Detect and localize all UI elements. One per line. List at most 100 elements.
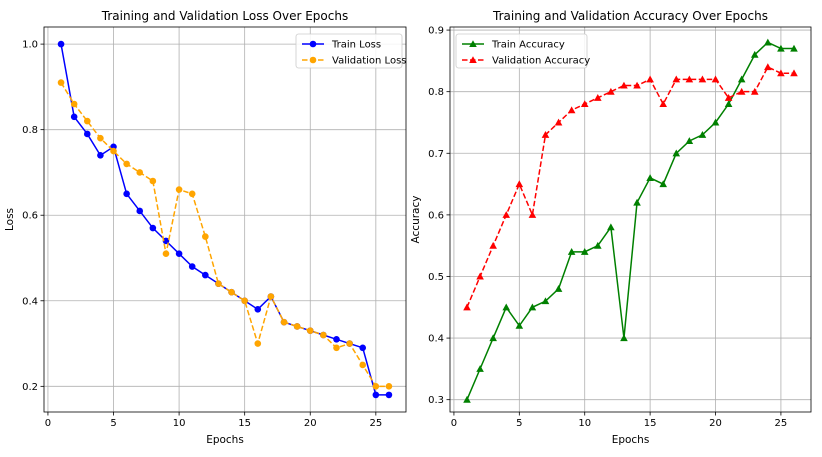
- data-point: [267, 293, 275, 300]
- data-point: [580, 100, 589, 108]
- data-point: [202, 271, 209, 279]
- data-point: [528, 211, 537, 218]
- data-point: [646, 174, 654, 181]
- y-tick-label: 0.4: [22, 296, 38, 307]
- data-point: [607, 87, 615, 95]
- data-point: [698, 131, 707, 138]
- data-point: [97, 134, 104, 142]
- data-point: [188, 190, 196, 198]
- data-point: [228, 288, 235, 296]
- data-point: [241, 297, 248, 305]
- data-point: [620, 334, 628, 342]
- data-point: [750, 50, 759, 58]
- data-point: [254, 306, 262, 313]
- data-point: [385, 391, 393, 399]
- data-point: [280, 318, 288, 326]
- data-point: [70, 113, 78, 121]
- y-tick-label: 0.8: [428, 87, 444, 98]
- legend-label: Validation Accuracy: [492, 56, 590, 67]
- legend-marker: [309, 56, 317, 64]
- y-tick-label: 0.8: [22, 125, 38, 136]
- data-point: [724, 100, 733, 108]
- y-tick-label: 0.6: [22, 211, 38, 222]
- x-tick-label: 0: [451, 418, 457, 429]
- data-point: [790, 69, 798, 77]
- data-point: [136, 207, 144, 215]
- data-point: [672, 75, 681, 83]
- y-tick-label: 0.6: [428, 210, 444, 221]
- data-point: [333, 335, 340, 343]
- data-point: [777, 44, 785, 52]
- x-tick-label: 15: [238, 418, 251, 429]
- legend: Train Loss Validation Loss: [295, 33, 407, 69]
- data-point: [711, 75, 720, 83]
- data-point: [567, 248, 576, 255]
- legend-label: Validation Loss: [332, 56, 407, 67]
- x-tick-label: 25: [775, 418, 788, 429]
- data-point: [359, 361, 367, 369]
- data-point: [385, 383, 393, 390]
- data-point: [372, 391, 380, 399]
- data-point: [502, 211, 511, 218]
- x-axis-label: Epochs: [206, 434, 244, 446]
- data-point: [83, 130, 91, 138]
- data-point: [750, 87, 759, 95]
- data-point: [320, 331, 327, 339]
- data-point: [149, 224, 157, 232]
- data-point: [764, 63, 772, 71]
- data-point: [685, 75, 694, 83]
- y-tick-label: 0.7: [428, 149, 444, 160]
- data-point: [541, 131, 550, 138]
- data-point: [463, 395, 471, 403]
- data-point: [711, 118, 720, 126]
- legend-label: Train Accuracy: [491, 40, 565, 51]
- chart-title: Training and Validation Loss Over Epochs: [101, 9, 348, 23]
- data-point: [136, 169, 144, 176]
- data-point: [359, 344, 367, 352]
- y-tick-label: 0.9: [428, 26, 444, 37]
- x-tick-label: 25: [369, 418, 382, 429]
- data-point: [463, 303, 471, 311]
- data-point: [123, 160, 130, 168]
- data-point: [580, 248, 589, 255]
- x-tick-label: 10: [578, 418, 591, 429]
- data-point: [737, 87, 746, 95]
- y-tick-label: 1.0: [22, 40, 38, 51]
- legend-marker: [469, 56, 477, 64]
- data-point: [724, 94, 733, 101]
- plot-frame: [449, 26, 812, 413]
- data-point: [554, 118, 563, 126]
- plot-frame: [43, 26, 407, 413]
- data-point: [594, 94, 602, 101]
- x-tick-label: 20: [304, 418, 317, 429]
- data-point: [502, 303, 511, 311]
- x-tick-label: 5: [516, 418, 522, 429]
- loss-chart: 0 5 10 15 20 25 0.2 0.4 0.6 0.8 1.0 Training and Va…: [4, 9, 407, 446]
- data-point: [83, 117, 91, 125]
- data-point: [306, 327, 314, 335]
- data-point: [764, 38, 772, 46]
- y-tick-label: 0.3: [428, 395, 444, 406]
- y-axis-label: Loss: [4, 208, 16, 231]
- data-point: [541, 297, 550, 305]
- accuracy-chart: 0 5 10 15 20 25 0.3 0.4 0.5 0.6 0.7 0.8 0.9 Training …: [410, 9, 812, 446]
- data-point: [97, 152, 104, 159]
- data-point: [333, 344, 340, 352]
- data-point: [528, 303, 537, 311]
- data-point: [633, 198, 641, 206]
- data-point: [202, 233, 209, 240]
- data-point: [149, 177, 157, 185]
- y-tick-label: 0.2: [22, 382, 38, 393]
- data-point: [70, 100, 78, 108]
- chart-title: Training and Validation Accuracy Over Ep…: [492, 9, 768, 23]
- data-point: [110, 147, 117, 155]
- data-point: [123, 190, 130, 198]
- data-point: [554, 285, 563, 292]
- y-axis-label: Accuracy: [410, 196, 422, 244]
- data-point: [215, 280, 222, 287]
- legend-box: [455, 33, 588, 69]
- data-point: [476, 365, 484, 372]
- data-point: [646, 75, 654, 83]
- data-point: [737, 75, 746, 83]
